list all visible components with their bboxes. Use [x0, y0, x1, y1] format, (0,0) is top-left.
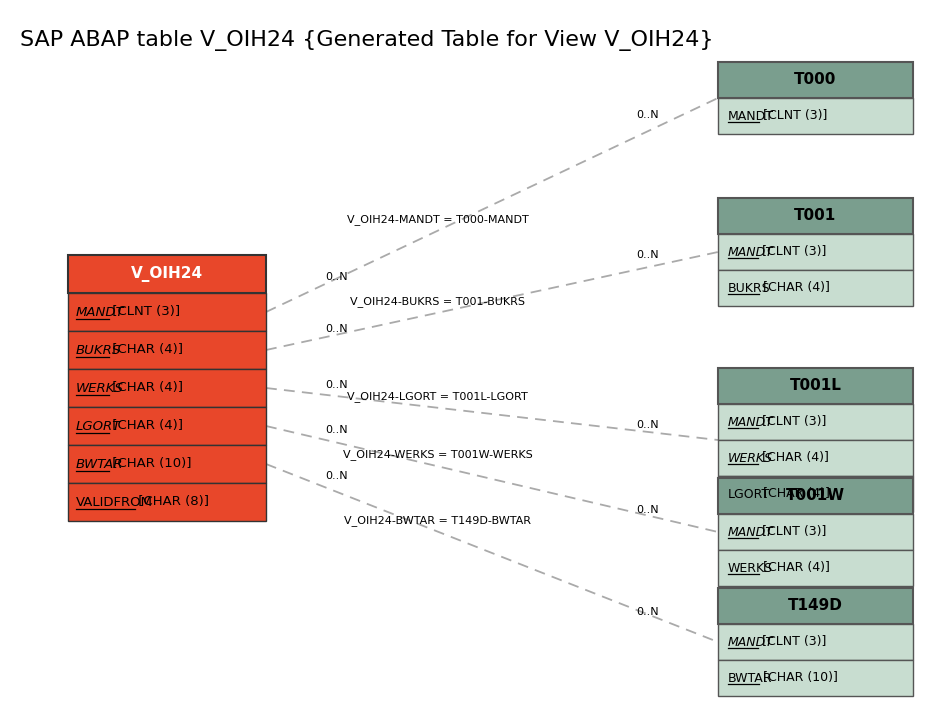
Text: V_OIH24-BWTAR = T149D-BWTAR: V_OIH24-BWTAR = T149D-BWTAR	[344, 515, 530, 526]
Text: LGORT: LGORT	[727, 487, 769, 500]
Text: MANDT: MANDT	[727, 245, 773, 258]
Text: [CHAR (4)]: [CHAR (4)]	[108, 419, 184, 432]
Text: 0..N: 0..N	[324, 425, 348, 435]
Bar	[717, 550, 912, 586]
Text: V_OIH24-BUKRS = T001-BUKRS: V_OIH24-BUKRS = T001-BUKRS	[349, 296, 525, 307]
Text: [CHAR (4)]: [CHAR (4)]	[758, 282, 829, 295]
Bar	[68, 483, 266, 521]
Text: 0..N: 0..N	[635, 505, 658, 516]
Text: [CLNT (3)]: [CLNT (3)]	[108, 305, 181, 318]
Text: V_OIH24: V_OIH24	[131, 266, 203, 282]
Text: 0..N: 0..N	[635, 250, 658, 260]
Text: [CHAR (4)]: [CHAR (4)]	[758, 562, 829, 575]
Bar	[717, 624, 912, 660]
Text: WERKS: WERKS	[727, 562, 772, 575]
Text: [CLNT (3)]: [CLNT (3)]	[757, 245, 825, 258]
Text: 0..N: 0..N	[324, 272, 348, 282]
Text: MANDT: MANDT	[727, 110, 773, 123]
Text: WERKS: WERKS	[727, 451, 772, 464]
Text: [CHAR (4)]: [CHAR (4)]	[108, 344, 184, 357]
Text: [CLNT (3)]: [CLNT (3)]	[758, 110, 827, 123]
Text: MANDT: MANDT	[727, 526, 773, 539]
Text: [CHAR (8)]: [CHAR (8)]	[134, 495, 210, 508]
Text: BUKRS: BUKRS	[76, 344, 121, 357]
Bar	[717, 270, 912, 306]
Text: SAP ABAP table V_OIH24 {Generated Table for View V_OIH24}: SAP ABAP table V_OIH24 {Generated Table …	[20, 30, 713, 51]
Text: T001: T001	[794, 209, 836, 224]
Text: [CLNT (3)]: [CLNT (3)]	[757, 526, 825, 539]
Text: MANDT: MANDT	[727, 415, 773, 428]
Text: BWTAR: BWTAR	[76, 458, 123, 471]
Text: 0..N: 0..N	[635, 606, 658, 617]
Text: [CHAR (4)]: [CHAR (4)]	[758, 487, 829, 500]
Text: [CHAR (10)]: [CHAR (10)]	[108, 458, 192, 471]
Text: VALIDFROM: VALIDFROM	[76, 495, 153, 508]
Text: T000: T000	[794, 72, 836, 87]
Text: [CLNT (3)]: [CLNT (3)]	[757, 415, 825, 428]
Text: 0..N: 0..N	[635, 110, 658, 120]
Bar	[68, 407, 266, 445]
Bar	[717, 368, 912, 404]
Bar	[717, 660, 912, 696]
Text: 0..N: 0..N	[635, 419, 658, 430]
Bar	[717, 478, 912, 514]
Text: BUKRS: BUKRS	[727, 282, 769, 295]
Text: BWTAR: BWTAR	[727, 671, 771, 684]
Text: 0..N: 0..N	[324, 471, 348, 482]
Text: WERKS: WERKS	[76, 381, 123, 394]
Text: V_OIH24-WERKS = T001W-WERKS: V_OIH24-WERKS = T001W-WERKS	[342, 449, 532, 461]
Text: [CHAR (4)]: [CHAR (4)]	[108, 381, 184, 394]
Bar	[68, 369, 266, 407]
Bar	[68, 445, 266, 483]
Bar	[717, 440, 912, 476]
Bar	[717, 234, 912, 270]
Text: [CHAR (4)]: [CHAR (4)]	[757, 451, 828, 464]
Text: MANDT: MANDT	[76, 305, 124, 318]
Text: 0..N: 0..N	[324, 380, 348, 390]
Bar	[717, 588, 912, 624]
Text: V_OIH24-LGORT = T001L-LGORT: V_OIH24-LGORT = T001L-LGORT	[347, 391, 527, 401]
Text: V_OIH24-MANDT = T000-MANDT: V_OIH24-MANDT = T000-MANDT	[347, 214, 528, 225]
Text: T001W: T001W	[785, 489, 844, 503]
Text: 0..N: 0..N	[324, 324, 348, 334]
Text: MANDT: MANDT	[727, 635, 773, 648]
Bar	[717, 198, 912, 234]
Bar	[68, 331, 266, 369]
Bar	[717, 98, 912, 134]
Text: T001L: T001L	[789, 378, 841, 393]
Text: T149D: T149D	[787, 599, 842, 614]
Bar	[717, 476, 912, 512]
Text: LGORT: LGORT	[76, 419, 121, 432]
Bar	[68, 255, 266, 293]
Bar	[68, 293, 266, 331]
Text: [CLNT (3)]: [CLNT (3)]	[757, 635, 825, 648]
Bar	[717, 62, 912, 98]
Bar	[717, 514, 912, 550]
Text: [CHAR (10)]: [CHAR (10)]	[758, 671, 837, 684]
Bar	[717, 404, 912, 440]
